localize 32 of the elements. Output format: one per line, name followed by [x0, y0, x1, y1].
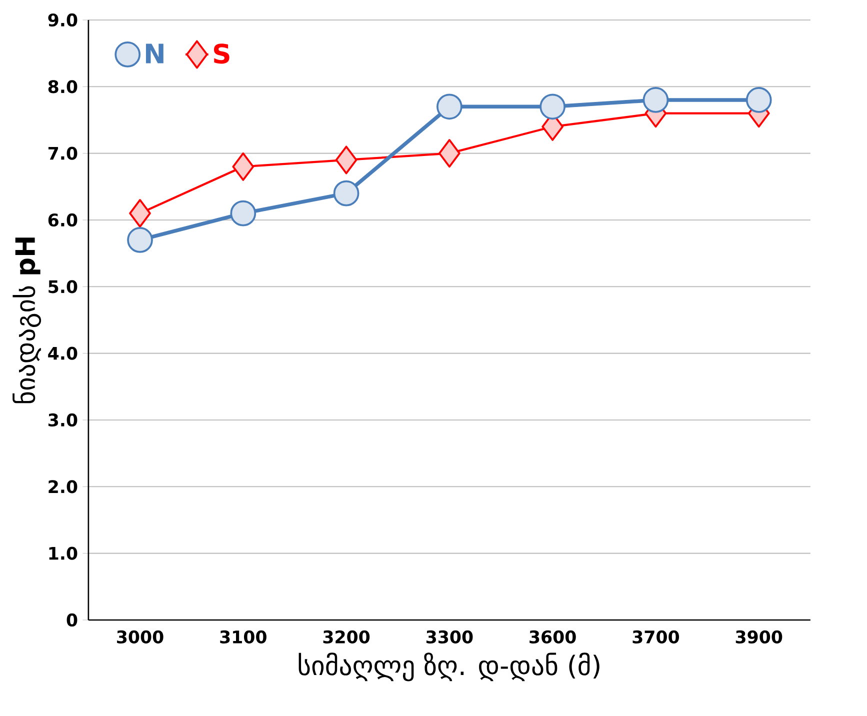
point	[335, 146, 358, 174]
y-axis-title: ნიადაგის pH	[12, 238, 42, 404]
y-tick-label: 8.0	[48, 80, 78, 94]
x-tick-label: 3900	[736, 630, 782, 644]
point	[436, 94, 462, 120]
point	[333, 180, 360, 206]
point	[230, 200, 256, 226]
point	[127, 227, 153, 253]
point	[746, 87, 772, 113]
y-tick-label: 2.0	[48, 480, 78, 494]
x-tick-label: 3300	[426, 630, 473, 644]
y-tick-label: 0	[66, 613, 78, 627]
point	[540, 94, 566, 120]
point	[232, 152, 254, 181]
x-tick-label: 3600	[530, 630, 576, 644]
y-tick-label: 1.0	[49, 546, 78, 560]
x-axis-title: სიმაღლე ზღ. დ-დან (მ)	[298, 652, 600, 682]
point	[642, 87, 669, 113]
x-tick-label: 3200	[323, 630, 370, 644]
y-tick-label: 7.0	[48, 146, 78, 160]
x-tick-label: 3100	[220, 630, 266, 644]
y-tick-label: 6.0	[48, 213, 78, 227]
y-tick-label: 3.0	[48, 413, 78, 427]
point	[438, 139, 460, 168]
y-tick-label: 9.0	[48, 13, 78, 27]
y-tick-label: 5.0	[48, 280, 78, 294]
legend-label: S	[214, 44, 230, 64]
legend-label: N	[146, 44, 164, 64]
x-tick-label: 3000	[117, 630, 164, 644]
y-tick-label: 4.0	[48, 346, 78, 360]
x-tick-label: 3700	[632, 630, 680, 644]
point	[129, 199, 151, 228]
